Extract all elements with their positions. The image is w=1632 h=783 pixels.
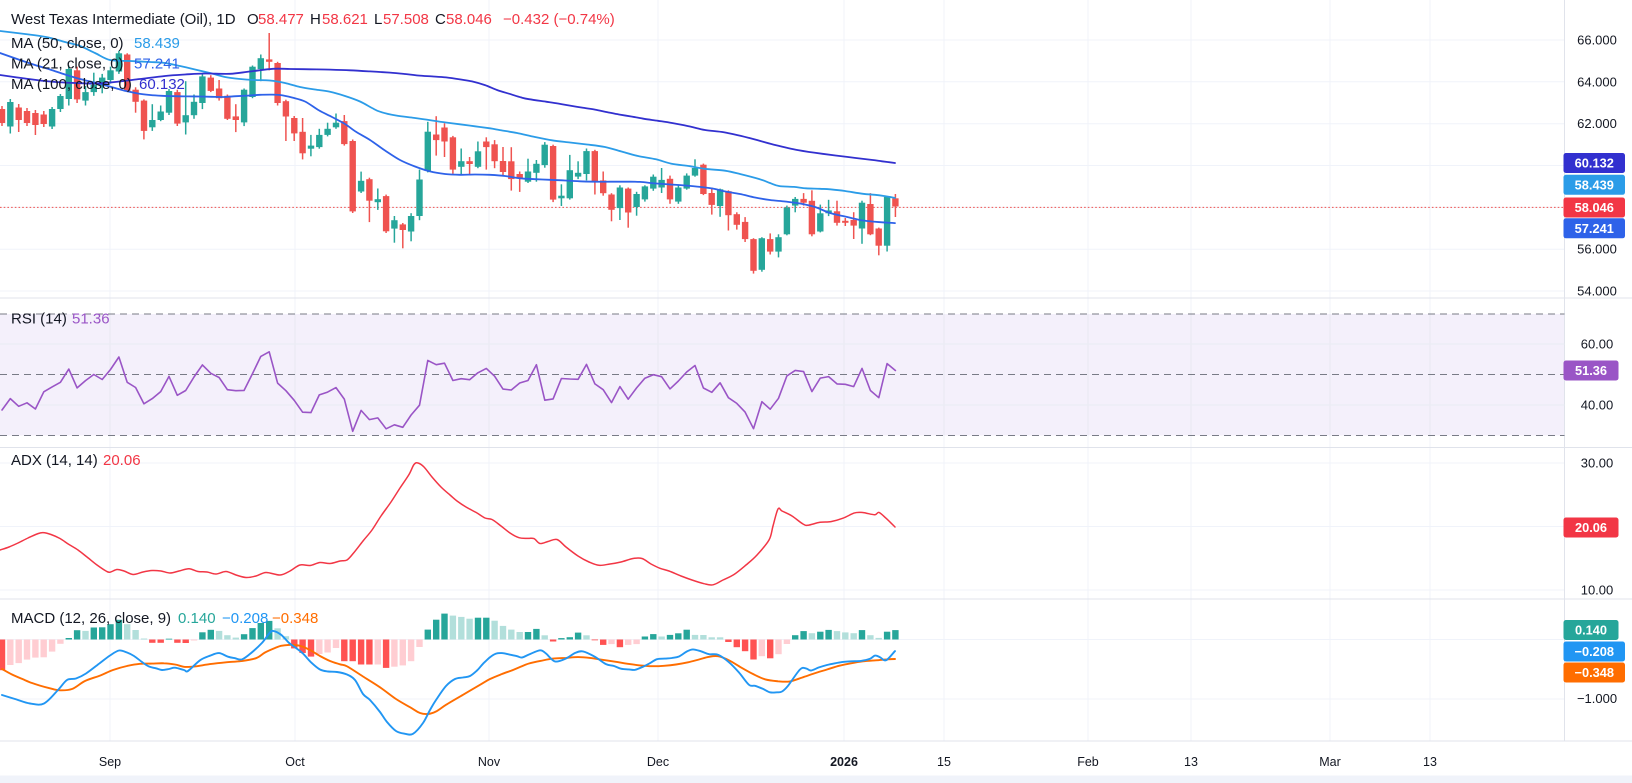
svg-text:56.000: 56.000 xyxy=(1577,242,1617,257)
svg-text:Mar: Mar xyxy=(1319,755,1341,769)
svg-text:62.000: 62.000 xyxy=(1577,116,1617,131)
svg-text:20.06: 20.06 xyxy=(1575,520,1607,535)
svg-text:−0.348: −0.348 xyxy=(1575,665,1615,680)
svg-text:O: O xyxy=(247,11,259,28)
svg-text:57.241: 57.241 xyxy=(134,56,180,73)
svg-text:−0.208: −0.208 xyxy=(222,610,268,627)
svg-text:64.000: 64.000 xyxy=(1577,74,1617,89)
svg-text:MA (50, close, 0): MA (50, close, 0) xyxy=(11,35,124,52)
svg-text:51.36: 51.36 xyxy=(1575,363,1607,378)
svg-text:RSI (14): RSI (14) xyxy=(11,311,67,328)
svg-text:60.132: 60.132 xyxy=(139,76,185,93)
svg-text:60.132: 60.132 xyxy=(1575,156,1614,171)
svg-text:40.00: 40.00 xyxy=(1581,398,1614,413)
svg-text:57.241: 57.241 xyxy=(1575,221,1614,236)
svg-text:Nov: Nov xyxy=(478,755,501,769)
svg-text:−0.432 (−0.74%): −0.432 (−0.74%) xyxy=(503,11,615,28)
svg-text:−1.000: −1.000 xyxy=(1577,691,1617,706)
svg-text:Sep: Sep xyxy=(99,755,121,769)
svg-text:58.477: 58.477 xyxy=(258,11,304,28)
svg-text:15: 15 xyxy=(937,755,951,769)
svg-text:51.36: 51.36 xyxy=(72,311,110,328)
svg-text:60.00: 60.00 xyxy=(1581,337,1614,352)
svg-text:MACD (12, 26, close, 9): MACD (12, 26, close, 9) xyxy=(11,610,171,627)
svg-text:0.140: 0.140 xyxy=(1575,623,1607,638)
svg-text:10.00: 10.00 xyxy=(1581,583,1614,598)
svg-text:West Texas Intermediate (Oil),: West Texas Intermediate (Oil), 1D xyxy=(11,11,236,28)
svg-text:ADX (14, 14): ADX (14, 14) xyxy=(11,452,98,469)
svg-text:57.508: 57.508 xyxy=(383,11,429,28)
svg-text:54.000: 54.000 xyxy=(1577,284,1617,299)
svg-text:H: H xyxy=(310,11,321,28)
svg-text:MA (21, close, 0): MA (21, close, 0) xyxy=(11,56,124,73)
svg-text:58.621: 58.621 xyxy=(322,11,368,28)
svg-text:C: C xyxy=(435,11,446,28)
svg-text:Dec: Dec xyxy=(647,755,669,769)
svg-text:66.000: 66.000 xyxy=(1577,33,1617,48)
svg-text:2026: 2026 xyxy=(830,755,858,769)
svg-text:MA (100, close, 0): MA (100, close, 0) xyxy=(11,76,132,93)
svg-text:−0.348: −0.348 xyxy=(272,610,318,627)
svg-text:58.439: 58.439 xyxy=(1575,177,1614,192)
svg-text:30.00: 30.00 xyxy=(1581,456,1614,471)
svg-text:0.140: 0.140 xyxy=(178,610,216,627)
svg-text:58.046: 58.046 xyxy=(446,11,492,28)
svg-text:Oct: Oct xyxy=(285,755,305,769)
svg-text:13: 13 xyxy=(1184,755,1198,769)
svg-text:58.439: 58.439 xyxy=(134,35,180,52)
svg-text:L: L xyxy=(374,11,382,28)
svg-text:−0.208: −0.208 xyxy=(1575,644,1615,659)
svg-text:58.046: 58.046 xyxy=(1575,200,1614,215)
svg-text:Feb: Feb xyxy=(1077,755,1099,769)
svg-text:20.06: 20.06 xyxy=(103,452,141,469)
svg-text:13: 13 xyxy=(1423,755,1437,769)
